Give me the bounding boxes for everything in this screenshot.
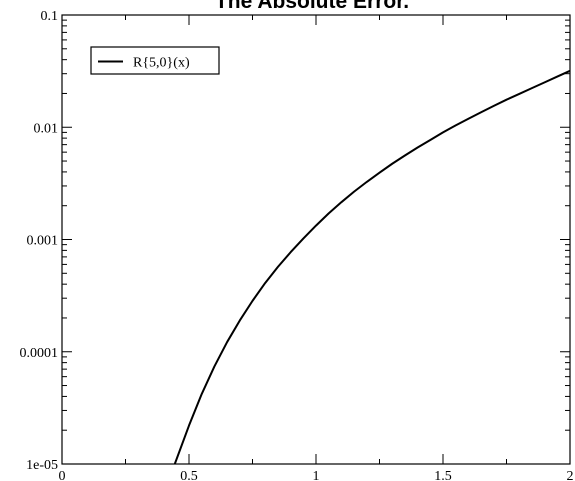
legend: R{5,0}(x) <box>90 46 220 75</box>
y-tick-label: 0.01 <box>34 121 59 136</box>
legend-label: R{5,0}(x) <box>133 56 190 71</box>
series-line-0 <box>173 69 570 464</box>
x-tick-label: 1.5 <box>434 469 452 481</box>
y-tick-label: 0.1 <box>41 9 59 24</box>
plot-area: 0 0.5 1 1.5 2 1e-05 0.0001 0.001 0.01 0.1 <box>20 9 574 481</box>
x-tick-label: 2 <box>567 469 574 481</box>
y-tick-label: 0.0001 <box>20 346 59 361</box>
x-tick-label: 0.5 <box>180 469 198 481</box>
y-tick-label: 1e-05 <box>26 458 58 473</box>
x-tick-label: 0 <box>59 469 66 481</box>
y-tick-label: 0.001 <box>27 234 59 249</box>
chart-title: The Absolute Error. <box>215 0 409 13</box>
x-tick-label: 1 <box>313 469 320 481</box>
